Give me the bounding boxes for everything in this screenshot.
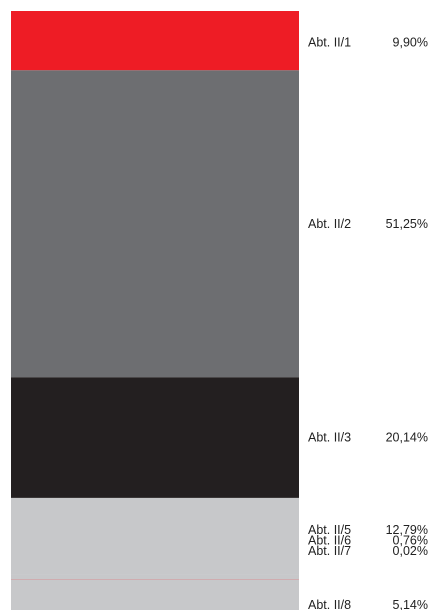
segment-value-1: 9,90% xyxy=(393,35,428,49)
bar-segment-5 xyxy=(11,574,299,580)
segment-label-6: Abt. II/7 xyxy=(308,544,351,558)
segment-label-1: Abt. II/1 xyxy=(308,35,351,49)
segment-value-5: 0,76% xyxy=(393,534,428,548)
segment-labels: Abt. II/1 9,90% Abt. II/2 51,25% Abt. II/3 20… xyxy=(308,35,428,610)
segment-value-2: 51,25% xyxy=(386,217,428,231)
segment-value-6: 0,02% xyxy=(393,544,428,558)
segment-value-7: 5,14% xyxy=(393,598,428,610)
bar-segments xyxy=(11,11,299,610)
bar-segment-7 xyxy=(11,579,299,610)
segment-label-2: Abt. II/2 xyxy=(308,217,351,231)
segment-value-3: 20,14% xyxy=(386,431,428,445)
bar-segment-4 xyxy=(11,497,299,575)
segment-value-4: 12,79% xyxy=(386,523,428,537)
bar-segment-1 xyxy=(11,11,299,71)
segment-label-3: Abt. II/3 xyxy=(308,431,351,445)
bar-segment-3 xyxy=(11,377,299,498)
segment-label-4: Abt. II/5 xyxy=(308,523,351,537)
segment-label-7: Abt. II/8 xyxy=(308,598,351,610)
segment-label-5: Abt. II/6 xyxy=(308,534,351,548)
bar-segment-2 xyxy=(11,70,299,378)
